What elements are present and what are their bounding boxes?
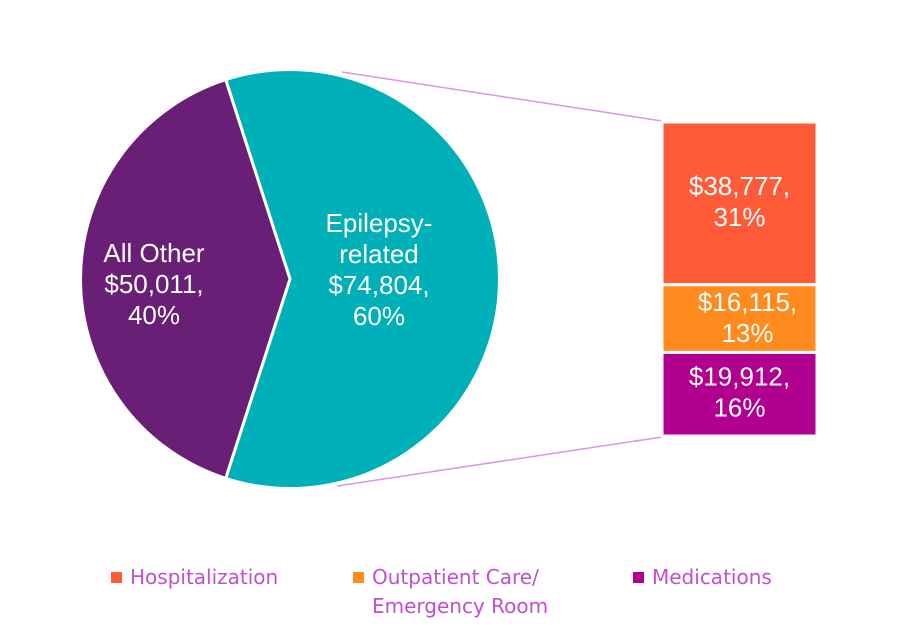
- legend-item-outpatient: Outpatient Care/ Emergency Room: [353, 563, 548, 621]
- legend-label-hospitalization: Hospitalization: [130, 565, 279, 589]
- pie: Epilepsy-related $74,804, 60% All Other $50,…: [79, 68, 502, 490]
- bar-label-line: 31%: [713, 202, 765, 232]
- bar-label-medications: $19,912, 16%: [689, 361, 790, 422]
- pie-label-line: related: [339, 239, 419, 269]
- pie-label-line: 60%: [353, 301, 405, 331]
- breakdown-bar: $38,777, 31% $16,115, 13% $19,912, 16%: [660, 120, 819, 438]
- pie-slice-all-other: [79, 77, 292, 481]
- bar-segment-outpatient-care-emergency-room: [660, 283, 819, 354]
- pie-label-line: Epilepsy-: [326, 208, 433, 238]
- connector-lines: [336, 71, 663, 487]
- bar-segment-hospitalization: [660, 120, 819, 287]
- pie-label-line: All Other: [103, 238, 204, 268]
- legend: Hospitalization Outpatient Care/ Emergen…: [0, 563, 898, 633]
- connector-line-top: [341, 71, 663, 122]
- bar-label-line: $38,777,: [689, 171, 790, 201]
- bar-label-hospitalization: $38,777, 31%: [689, 171, 790, 232]
- bar-label-line: 16%: [713, 392, 765, 422]
- pie-label-line: $50,011,: [104, 269, 203, 299]
- legend-item-hospitalization: Hospitalization: [111, 563, 278, 592]
- connector-line-bottom: [336, 436, 663, 487]
- pie-label-epilepsy-related: Epilepsy-related $74,804, 60%: [326, 208, 433, 331]
- legend-label-medications: Medications: [652, 565, 772, 589]
- bar-label-line: $19,912,: [689, 361, 790, 391]
- pie-label-line: $74,804,: [328, 270, 429, 300]
- pie-label-all-other: All Other $50,011, 40%: [103, 238, 204, 330]
- legend-swatch-outpatient: [353, 572, 364, 583]
- bar-label-line: $16,115,: [698, 287, 797, 317]
- legend-swatch-hospitalization: [111, 572, 122, 583]
- legend-item-medications: Medications: [633, 563, 772, 592]
- bar-label-outpatient-care-emergency-room: $16,115, 13%: [698, 287, 797, 348]
- legend-label-outpatient: Outpatient Care/ Emergency Room: [372, 565, 549, 618]
- pie-label-line: 40%: [128, 300, 180, 330]
- legend-swatch-medications: [633, 572, 644, 583]
- bar-label-line: 13%: [721, 318, 773, 348]
- bar-segment-medications: [660, 350, 819, 438]
- pie-slice-epilepsy-related: [223, 68, 502, 490]
